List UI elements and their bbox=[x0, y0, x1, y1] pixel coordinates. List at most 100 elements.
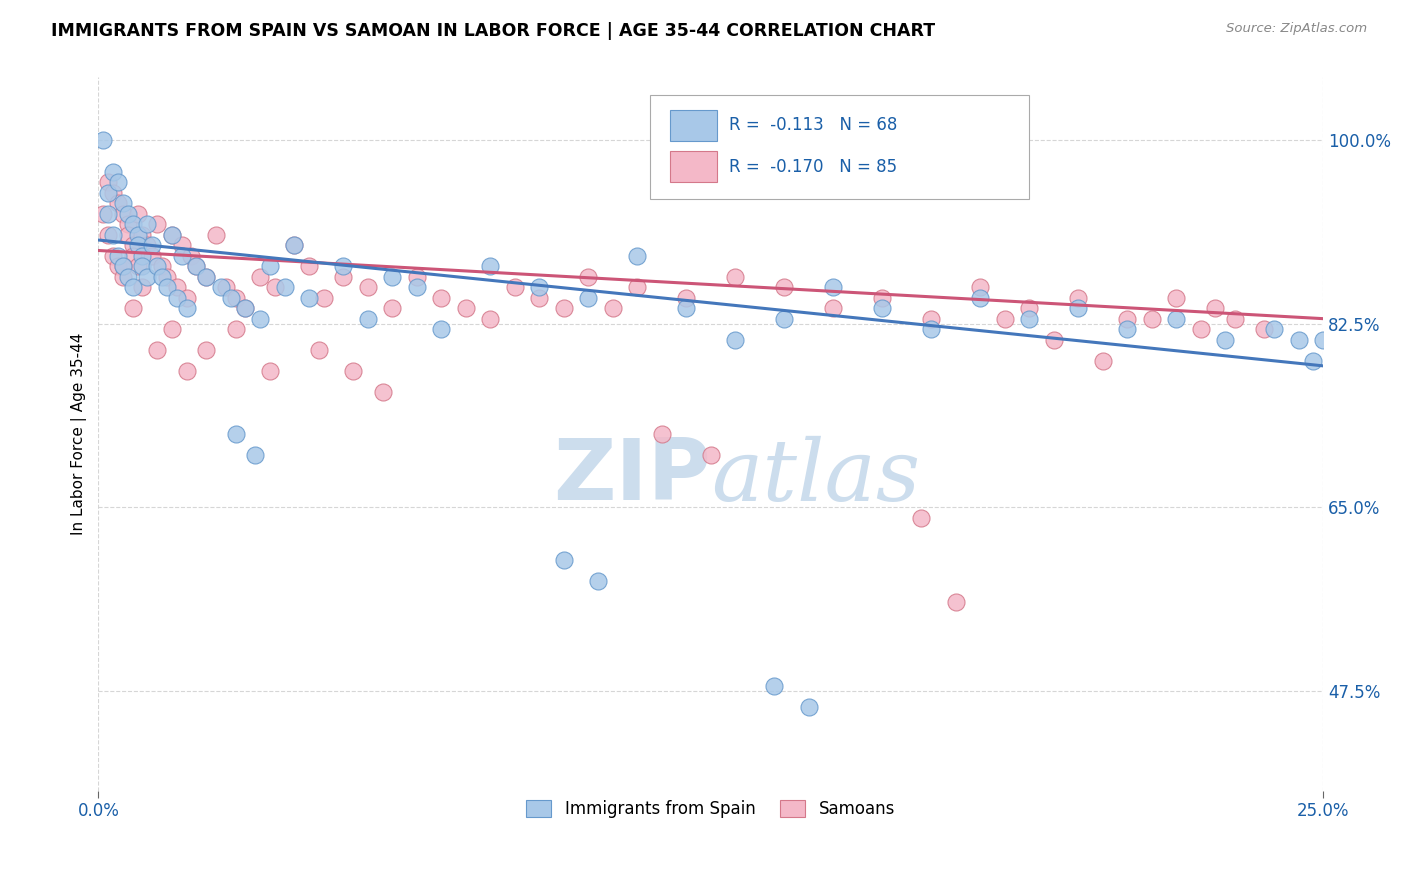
Point bbox=[219, 291, 242, 305]
Point bbox=[724, 333, 747, 347]
Point bbox=[97, 227, 120, 242]
Point bbox=[186, 259, 208, 273]
Point bbox=[233, 301, 256, 315]
Point bbox=[576, 269, 599, 284]
Point bbox=[454, 301, 477, 315]
Point bbox=[117, 269, 139, 284]
Point bbox=[503, 280, 526, 294]
Point bbox=[121, 280, 143, 294]
Point bbox=[131, 249, 153, 263]
Point bbox=[969, 280, 991, 294]
Point bbox=[107, 175, 129, 189]
Point bbox=[259, 364, 281, 378]
Point bbox=[430, 322, 453, 336]
Point bbox=[994, 311, 1017, 326]
Point bbox=[101, 165, 124, 179]
Point bbox=[97, 175, 120, 189]
Point bbox=[225, 427, 247, 442]
Point bbox=[1288, 333, 1310, 347]
Point bbox=[945, 595, 967, 609]
Point bbox=[160, 227, 183, 242]
Point bbox=[381, 301, 404, 315]
Point bbox=[180, 249, 202, 263]
Point bbox=[225, 322, 247, 336]
Point bbox=[127, 238, 149, 252]
Point bbox=[1140, 311, 1163, 326]
Text: R =  -0.113   N = 68: R = -0.113 N = 68 bbox=[730, 116, 897, 134]
Point bbox=[156, 280, 179, 294]
Point bbox=[920, 311, 942, 326]
Point bbox=[156, 269, 179, 284]
Text: IMMIGRANTS FROM SPAIN VS SAMOAN IN LABOR FORCE | AGE 35-44 CORRELATION CHART: IMMIGRANTS FROM SPAIN VS SAMOAN IN LABOR… bbox=[51, 22, 935, 40]
Point bbox=[195, 343, 218, 358]
Point bbox=[675, 301, 697, 315]
Point bbox=[1067, 291, 1090, 305]
Point bbox=[195, 269, 218, 284]
Point bbox=[146, 343, 169, 358]
Point bbox=[1302, 353, 1324, 368]
Point bbox=[111, 259, 134, 273]
Point bbox=[170, 249, 193, 263]
Point bbox=[131, 227, 153, 242]
Point bbox=[121, 217, 143, 231]
Point bbox=[529, 280, 551, 294]
Point bbox=[107, 259, 129, 273]
Point bbox=[312, 291, 335, 305]
Point bbox=[209, 280, 232, 294]
Point bbox=[969, 291, 991, 305]
Point bbox=[91, 207, 114, 221]
Point bbox=[117, 227, 139, 242]
FancyBboxPatch shape bbox=[650, 95, 1029, 199]
Point bbox=[127, 227, 149, 242]
Point bbox=[870, 301, 893, 315]
Point bbox=[101, 227, 124, 242]
Point bbox=[1116, 322, 1139, 336]
Point bbox=[195, 269, 218, 284]
Point bbox=[700, 448, 723, 462]
Point bbox=[131, 280, 153, 294]
Point bbox=[176, 301, 198, 315]
Point bbox=[111, 269, 134, 284]
Point bbox=[225, 291, 247, 305]
Point bbox=[1091, 353, 1114, 368]
Point bbox=[150, 269, 173, 284]
Point bbox=[479, 311, 502, 326]
Point bbox=[136, 269, 159, 284]
Point bbox=[249, 311, 271, 326]
Point bbox=[136, 217, 159, 231]
Point bbox=[724, 269, 747, 284]
Point bbox=[626, 249, 648, 263]
Point bbox=[553, 301, 575, 315]
Bar bbox=[671, 110, 717, 141]
Point bbox=[111, 259, 134, 273]
Point bbox=[1018, 301, 1040, 315]
Point bbox=[1213, 333, 1236, 347]
Point bbox=[823, 301, 845, 315]
Point bbox=[283, 238, 305, 252]
Point bbox=[1204, 301, 1226, 315]
Point bbox=[405, 269, 427, 284]
Y-axis label: In Labor Force | Age 35-44: In Labor Force | Age 35-44 bbox=[72, 333, 87, 535]
Point bbox=[553, 553, 575, 567]
Point bbox=[332, 259, 354, 273]
Point bbox=[215, 280, 238, 294]
Point bbox=[381, 269, 404, 284]
Point bbox=[870, 291, 893, 305]
Point bbox=[1312, 333, 1334, 347]
Bar bbox=[671, 151, 717, 182]
Point bbox=[111, 207, 134, 221]
Point bbox=[405, 280, 427, 294]
Point bbox=[121, 238, 143, 252]
Point bbox=[160, 322, 183, 336]
Point bbox=[111, 196, 134, 211]
Point bbox=[430, 291, 453, 305]
Point bbox=[1253, 322, 1275, 336]
Point bbox=[249, 269, 271, 284]
Point bbox=[797, 699, 820, 714]
Point bbox=[136, 238, 159, 252]
Point bbox=[121, 301, 143, 315]
Point bbox=[1263, 322, 1285, 336]
Point bbox=[308, 343, 330, 358]
Point bbox=[675, 291, 697, 305]
Point bbox=[259, 259, 281, 273]
